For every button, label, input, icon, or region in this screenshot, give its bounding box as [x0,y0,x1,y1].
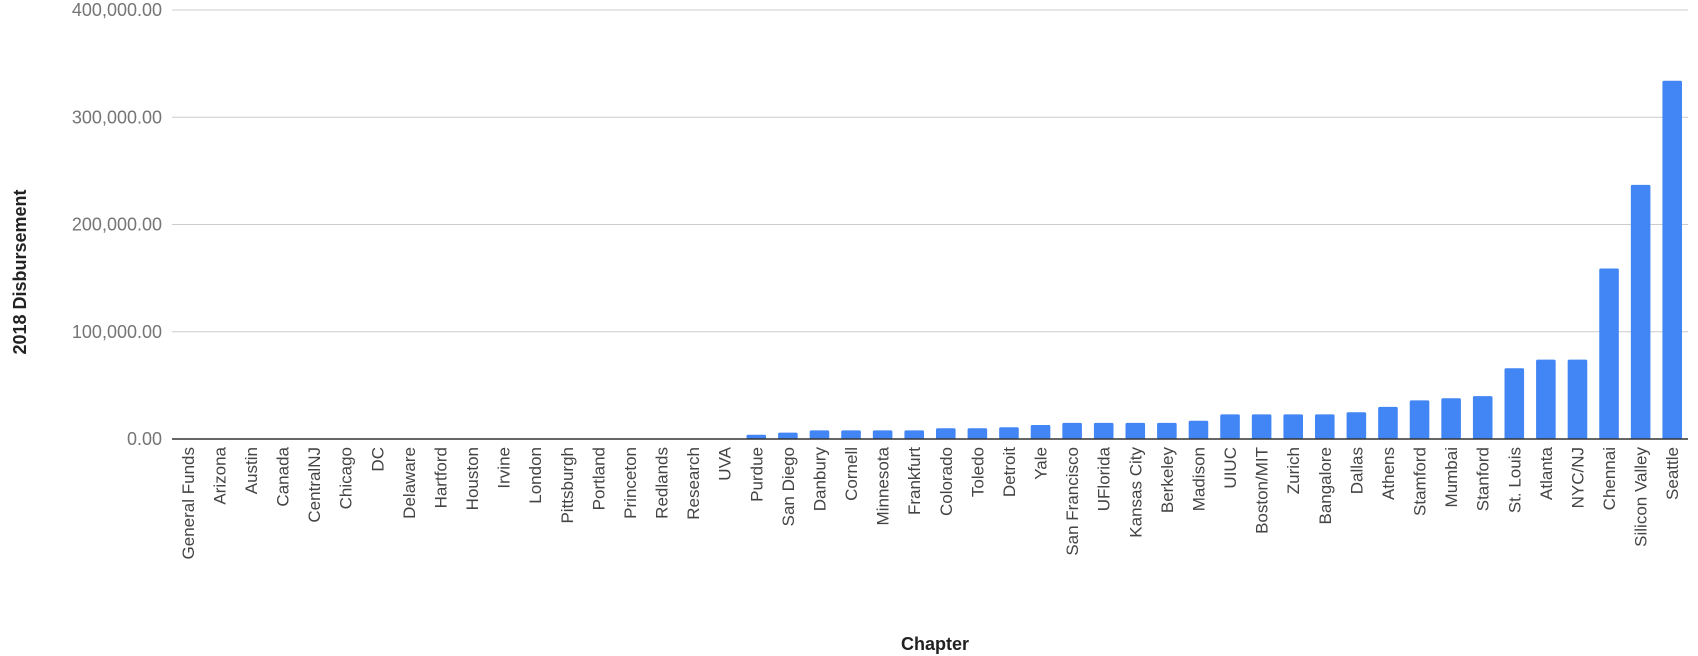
x-tick-label: Berkeley [1158,447,1177,514]
bar [841,430,861,439]
bar [1093,422,1114,439]
x-axis-ticks: General Funds Arizona Austin Canada CentralN… [179,446,1682,559]
x-tick-label: Chennai [1600,447,1619,510]
x-tick-label: Seattle [1663,447,1682,500]
bar [1315,414,1335,439]
x-tick-label: Detroit [1000,447,1019,497]
x-tick-label: Minnesota [874,446,893,525]
bar [1157,422,1177,439]
x-tick-label: Research [684,447,703,520]
x-tick-label: Dallas [1347,447,1366,494]
x-tick-label: Yale [1032,447,1051,480]
y-axis-ticks: 0.00 100,000.00 200,000.00 300,000.00 400,00… [72,0,162,449]
x-tick-label: Stanford [1474,447,1493,511]
x-tick-label: UIUC [1221,447,1240,489]
bar [999,427,1019,439]
x-tick-label: Bangalore [1316,447,1335,525]
bar [1220,414,1240,439]
y-tick-label: 300,000.00 [72,107,162,127]
bar [1346,412,1367,439]
x-tick-label: San Francisco [1063,447,1082,556]
x-tick-label: Austin [242,447,261,494]
x-tick-label: Zurich [1284,447,1303,494]
x-tick-label: Frankfurt [905,447,924,515]
x-axis-title: Chapter [901,634,969,654]
y-tick-label: 0.00 [127,429,162,449]
bar [1409,400,1430,439]
y-tick-label: 400,000.00 [72,0,162,20]
x-tick-label: Boston/MIT [1253,447,1272,534]
bar [904,430,924,439]
bar [1125,422,1146,439]
x-tick-label: UVA [716,446,735,480]
bar [1441,398,1461,439]
x-tick-label: Portland [589,447,608,510]
x-tick-label: Athens [1379,447,1398,500]
y-axis-title: 2018 Disbursement [10,189,30,354]
x-tick-label: Stamford [1411,447,1430,516]
x-tick-label: Cornell [842,447,861,501]
y-tick-label: 200,000.00 [72,215,162,235]
bar [1062,422,1082,439]
bar [746,434,767,439]
y-tick-label: 100,000.00 [72,322,162,342]
x-tick-label: Danbury [810,447,829,512]
x-tick-label: General Funds [179,447,198,559]
x-tick-label: St. Louis [1505,447,1524,513]
x-tick-label: DC [368,447,387,472]
bar [1030,425,1051,439]
x-tick-label: Madison [1189,447,1208,511]
x-tick-label: NYC/NJ [1568,447,1587,508]
bar [809,430,830,439]
x-tick-label: Redlands [653,447,672,519]
x-tick-label: London [526,447,545,504]
x-tick-label: Atlanta [1537,446,1556,499]
x-tick-label: San Diego [779,447,798,526]
bar [1283,414,1303,439]
bar [872,430,893,439]
bar [1504,368,1525,439]
x-tick-label: Mumbai [1442,447,1461,507]
bar [1567,359,1588,439]
bar [1472,396,1493,439]
bar [967,428,988,439]
x-tick-label: Toledo [968,447,987,497]
x-tick-label: Delaware [400,447,419,519]
bar [1251,414,1272,439]
x-tick-label: UFlorida [1095,446,1114,511]
bar [1536,359,1556,439]
x-tick-label: Purdue [747,447,766,502]
x-tick-label: Houston [463,447,482,510]
x-tick-label: Chicago [337,447,356,509]
x-tick-label: Silicon Valley [1632,447,1651,547]
x-tick-label: CentralNJ [305,447,324,523]
x-tick-label: Hartford [431,447,450,508]
bar [778,432,798,439]
bar [1378,406,1398,439]
x-tick-label: Canada [274,446,293,506]
bar [1662,80,1682,439]
x-tick-label: Kansas City [1126,447,1145,538]
x-tick-label: Colorado [937,447,956,516]
x-tick-label: Pittsburgh [558,447,577,524]
bar [936,428,956,439]
bar [1630,184,1651,439]
x-tick-label: Princeton [621,447,640,519]
bar [1188,420,1209,439]
bar [1599,268,1619,439]
bars [746,80,1682,439]
x-tick-label: Irvine [495,447,514,489]
gridlines [172,9,1688,333]
x-tick-label: Arizona [210,446,229,504]
